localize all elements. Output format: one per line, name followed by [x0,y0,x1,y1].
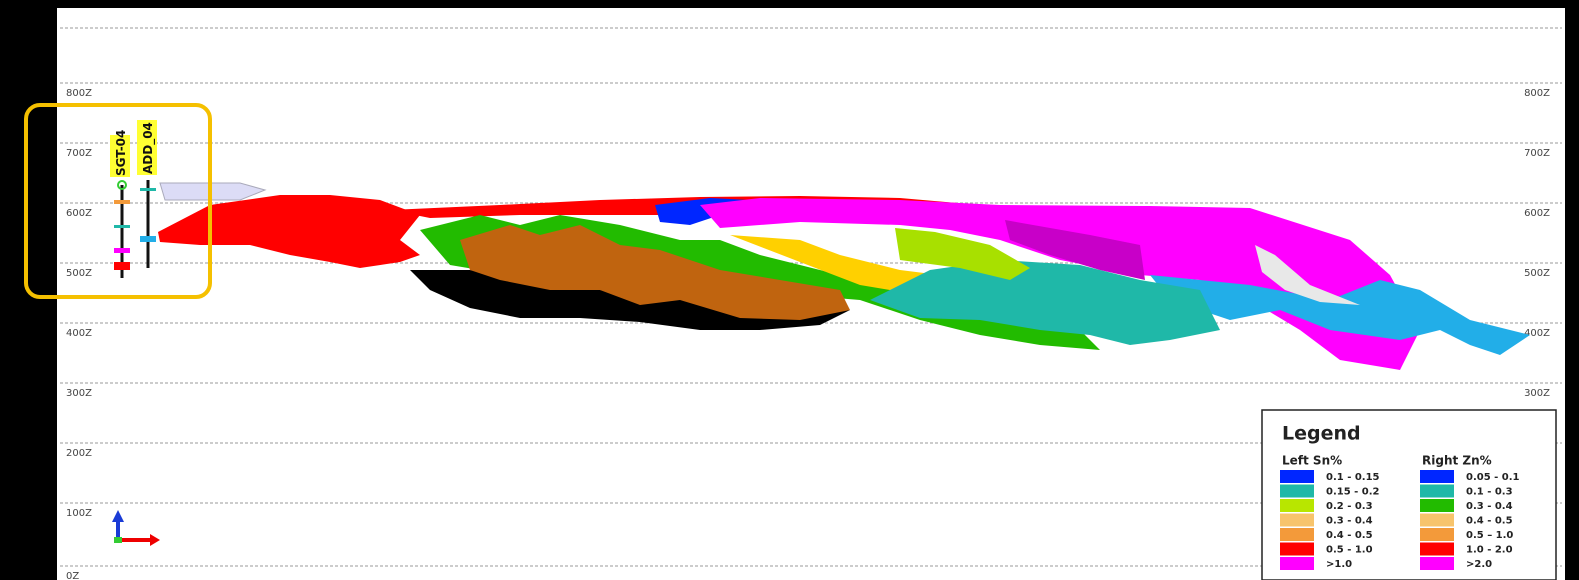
legend-label: 0.1 - 0.3 [1466,487,1513,498]
highlight-box [24,103,212,299]
orebody [895,228,1030,280]
elevation-label: 300Z [66,388,92,399]
legend-label: 0.3 - 0.4 [1326,516,1373,527]
legend-swatch [1280,528,1314,541]
orebody [158,195,420,268]
legend-label: >1.0 [1326,559,1352,570]
legend-swatch [1420,528,1454,541]
mine-opening [159,182,267,201]
orebodies [158,182,1530,370]
elevation-label: 500Z [66,268,92,279]
legend-label: 1.0 - 2.0 [1466,545,1513,556]
drillhole-label: ADD_04 [141,122,156,174]
elevation-label: 500Z [1524,268,1550,279]
elevation-label: 0Z [66,571,79,580]
legend-label: 0.5 - 1.0 [1326,545,1373,556]
axis-triad [112,510,160,546]
assay-interval [114,248,130,253]
assay-interval [140,188,156,191]
assay-interval [140,236,156,242]
assay-interval [114,225,130,228]
orebody [1005,220,1145,280]
assay-interval [114,262,130,270]
elevation-label: 700Z [1524,148,1550,159]
label-bg [110,135,130,177]
origin [114,537,122,543]
legend-swatch [1420,499,1454,512]
legend-label: 0.5 – 1.0 [1466,530,1513,541]
drillholes: SGT-04 ADD_04 [24,103,212,299]
elevation-label: 200Z [66,448,92,459]
legend-label: >2.0 [1466,559,1492,570]
legend-swatch [1280,542,1314,556]
elevation-label: 600Z [1524,208,1550,219]
orebody [460,225,850,320]
legend: Legend Left Sn% 0.1 - 0.15 0.15 - 0.2 0.2 -… [1261,409,1557,580]
orebody [1150,275,1530,355]
legend-label: 0.2 - 0.3 [1326,501,1373,512]
elevation-label: 700Z [66,148,92,159]
legend-swatch [1420,557,1454,570]
label-bg [137,120,157,175]
legend-heading: Right Zn% [1422,454,1492,468]
assay-interval [114,200,130,204]
orebody [700,198,1420,370]
legend-label: 0.3 - 0.4 [1466,501,1513,512]
legend-label: 0.1 - 0.15 [1326,472,1380,483]
elevation-label: 400Z [1524,328,1550,339]
x-arrow-head [150,534,160,546]
legend-title: Legend [1282,423,1361,445]
legend-swatch [1280,470,1314,483]
elevation-label: 300Z [1524,388,1550,399]
legend-label: 0.4 - 0.5 [1466,516,1513,527]
elevation-label: 600Z [66,208,92,219]
z-arrow-head [112,510,124,522]
legend-swatch [1280,484,1314,498]
legend-label: 0.05 - 0.1 [1466,472,1520,483]
legend-swatch [1420,513,1454,527]
orebody [870,260,1220,345]
legend-label: 0.4 - 0.5 [1326,530,1373,541]
legend-swatch [1420,470,1454,483]
orebody [1255,245,1360,305]
legend-swatch [1420,542,1454,556]
elevation-label: 800Z [66,88,92,99]
legend-swatch [1280,513,1314,527]
elevation-label: 800Z [1524,88,1550,99]
collar [117,180,127,190]
legend-swatch [1420,484,1454,498]
drillhole-label: SGT-04 [114,130,128,176]
legend-heading: Left Sn% [1282,454,1342,468]
legend-swatch [1280,557,1314,570]
elevation-label: 400Z [66,328,92,339]
legend-swatch [1280,499,1314,512]
legend-label: 0.15 - 0.2 [1326,487,1380,498]
elevation-label: 100Z [66,508,92,519]
